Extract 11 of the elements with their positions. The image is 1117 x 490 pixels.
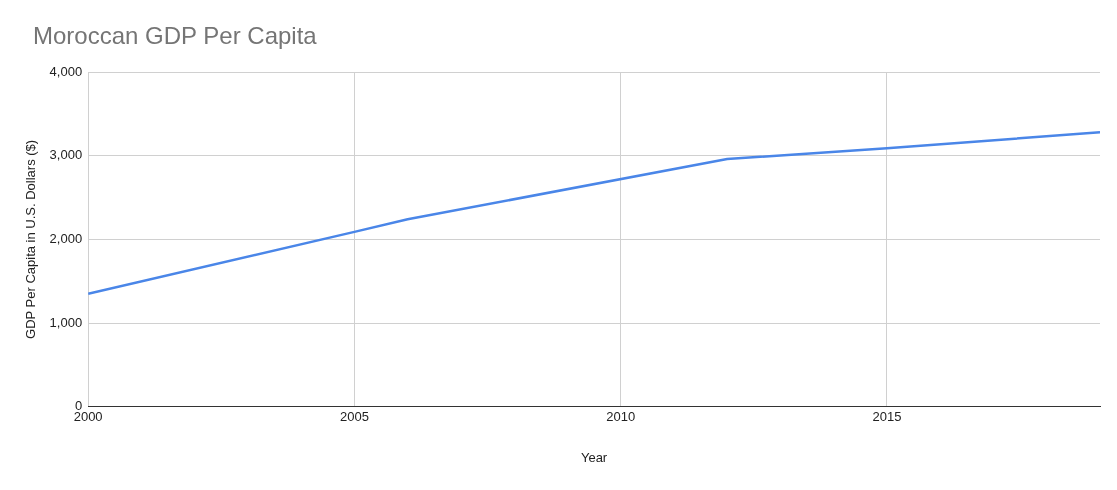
y-tick-label: 3,000 bbox=[49, 147, 83, 163]
x-tick-label: 2015 bbox=[872, 409, 902, 425]
y-tick-label: 2,000 bbox=[49, 230, 83, 246]
x-tick-label: 2000 bbox=[73, 409, 103, 425]
x-tick-label: 2010 bbox=[606, 409, 636, 425]
x-axis-title: Year bbox=[580, 449, 608, 465]
y-tick-label: 1,000 bbox=[49, 314, 83, 330]
x-tick-label: 2005 bbox=[339, 409, 369, 425]
chart-title: Moroccan GDP Per Capita bbox=[33, 22, 317, 50]
y-axis-title: GDP Per Capita in U.S. Dollars ($) bbox=[23, 139, 39, 339]
y-tick-label: 4,000 bbox=[49, 63, 83, 79]
